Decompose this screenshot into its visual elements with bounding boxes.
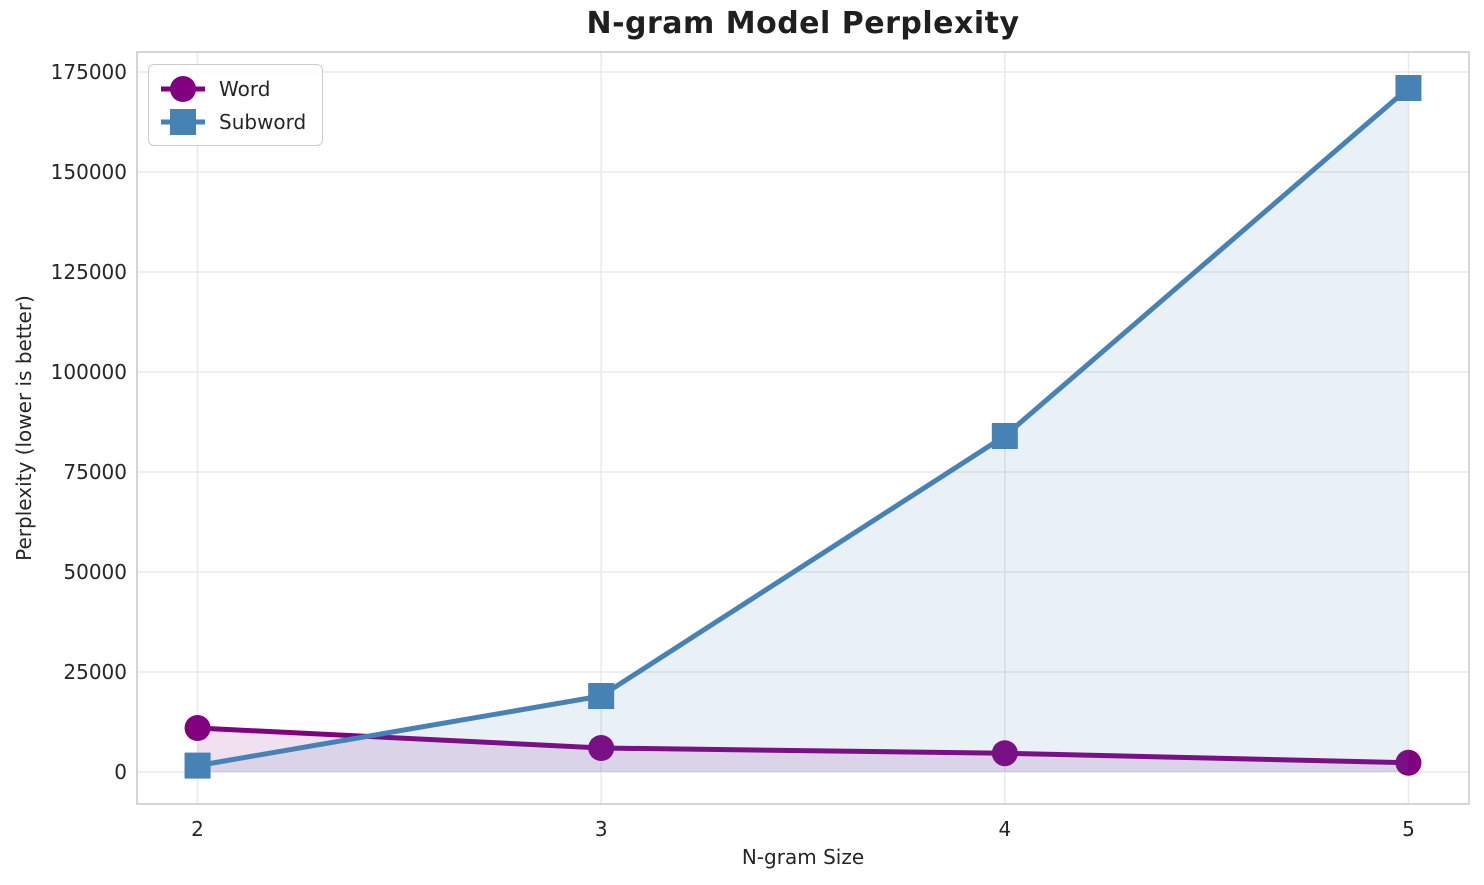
series-line-word — [195, 725, 1411, 766]
subword-square-marker-icon — [159, 107, 207, 137]
x-tick-label: 3 — [595, 817, 608, 841]
series-area-subword — [197, 88, 1409, 772]
word-circle-marker-icon — [159, 74, 207, 104]
x-tick-label: 4 — [998, 817, 1011, 841]
y-tick-label: 0 — [114, 760, 127, 784]
y-tick-label: 25000 — [63, 660, 127, 684]
data-point-word — [588, 735, 615, 761]
y-tick-label: 100000 — [51, 360, 127, 384]
legend: Word Subword — [148, 64, 324, 146]
data-point-subword — [991, 423, 1018, 449]
legend-label-subword: Subword — [219, 109, 307, 134]
y-tick-label: 150000 — [51, 160, 127, 184]
data-point-word — [1395, 749, 1422, 776]
x-tick-label: 2 — [191, 817, 204, 841]
plot-border — [136, 51, 1470, 805]
y-tick-label: 50000 — [63, 560, 127, 584]
x-axis-label: N-gram Size — [741, 845, 865, 869]
x-tick-label: 5 — [1402, 817, 1415, 841]
y-tick-label: 125000 — [51, 260, 127, 284]
series-line-subword — [195, 85, 1411, 769]
y-tick-label: 75000 — [63, 460, 127, 484]
legend-item-word: Word — [159, 73, 306, 104]
y-tick-label: 175000 — [51, 60, 127, 84]
data-point-word — [184, 715, 211, 741]
chart-title: N-gram Model Perplexity — [586, 6, 1020, 41]
data-point-subword — [1395, 75, 1422, 101]
legend-label-word: Word — [219, 76, 271, 101]
data-point-subword — [588, 683, 615, 709]
data-point-word — [991, 740, 1018, 767]
legend-item-subword: Subword — [159, 106, 306, 137]
data-point-subword — [184, 752, 211, 779]
series-area-word — [197, 728, 1409, 772]
